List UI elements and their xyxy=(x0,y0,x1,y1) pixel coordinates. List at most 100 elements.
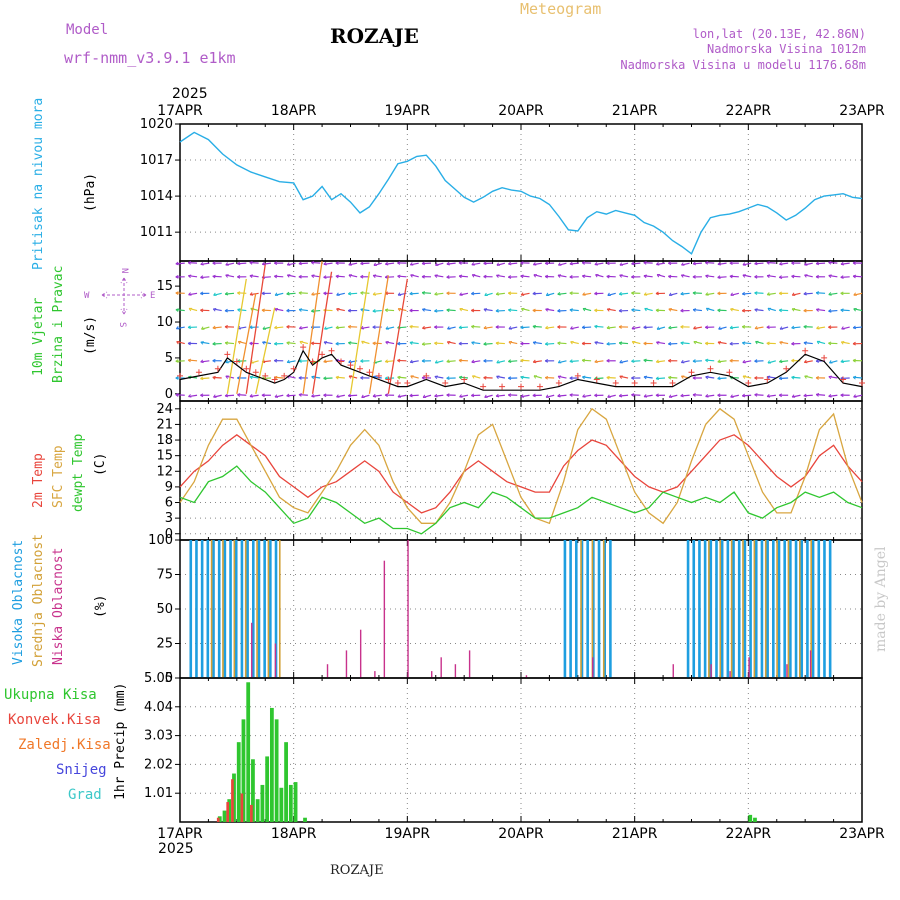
wind-arrow-head xyxy=(520,394,525,398)
wind-gust-marker xyxy=(356,365,363,372)
wind-arrow-head xyxy=(741,308,746,313)
wind-arrow xyxy=(298,393,308,396)
cloud-high-bar xyxy=(749,540,752,678)
wind-arrow-head xyxy=(545,292,550,296)
cloud-low-bar xyxy=(672,664,674,678)
wind-arrow xyxy=(705,376,715,379)
wind-arrow xyxy=(754,308,764,312)
wind-arrow xyxy=(705,394,715,398)
wind-arrow-head xyxy=(409,308,413,313)
temp-sfc-line xyxy=(179,407,863,525)
wind-arrow-head xyxy=(200,275,204,279)
wind-arrow-head xyxy=(495,393,500,398)
wind-arrow-head xyxy=(421,359,425,363)
precip-total-bar xyxy=(251,759,255,822)
date-axis-bottom: 17APR 18APR 19APR 20APR 21APR 22APR 23APR xyxy=(157,826,885,842)
wind-arrow xyxy=(249,376,259,379)
wind-arrow-head xyxy=(336,394,340,398)
cloud-high-bar xyxy=(269,540,272,678)
cloud-panel: 0 25 50 75 100 xyxy=(148,533,863,686)
wind-arrow-head xyxy=(766,292,771,296)
wind-arrow-head xyxy=(705,358,709,363)
wind-arrow xyxy=(828,309,838,312)
wind-arrow-head xyxy=(495,325,499,329)
wind-arrow-head xyxy=(508,326,512,330)
cloud-mid-bar xyxy=(764,540,767,678)
wind-gust-marker xyxy=(518,383,524,390)
wind-arrow-head xyxy=(643,325,647,330)
wind-arrow xyxy=(323,360,333,363)
wind-arrow-head xyxy=(704,325,709,330)
wind-arrow xyxy=(286,292,296,295)
date-tick-label: 23APR xyxy=(839,826,885,842)
wind-arrow-head xyxy=(397,292,402,296)
wind-gust-marker xyxy=(650,380,657,387)
wind-gust-marker xyxy=(783,365,790,372)
wind-arrow-head xyxy=(766,325,770,330)
cloud-low-bar xyxy=(274,643,277,678)
wind-arrow-head xyxy=(778,376,783,381)
wind-gust-marker xyxy=(224,351,231,358)
wind-arrow-head xyxy=(766,394,771,398)
wind-arrow-head xyxy=(261,308,265,313)
wind-arrow-head xyxy=(803,341,807,345)
wind-arrow xyxy=(840,262,850,265)
wind-arrow-head xyxy=(692,274,696,279)
cloud-low-bar xyxy=(407,540,409,678)
wind-arrow-head xyxy=(791,375,795,380)
wind-arrow xyxy=(729,275,739,278)
wind-arrow-head xyxy=(384,308,389,313)
wind-arrow xyxy=(274,376,284,379)
wind-arrow-head xyxy=(828,393,832,398)
cloud-low-bar xyxy=(786,664,788,678)
wind-arrow-head xyxy=(471,375,476,379)
wind-arrow xyxy=(717,262,727,266)
wind-arrow xyxy=(828,394,838,397)
wind-arrow-head xyxy=(668,274,672,279)
cloud-mid-bar xyxy=(708,540,710,678)
cloud-low-bar xyxy=(592,657,594,678)
precip-total-bar xyxy=(274,719,279,822)
wind-arrow-head xyxy=(643,261,647,265)
wind-arrow-head xyxy=(717,308,721,313)
wind-arrow-head xyxy=(446,291,450,296)
wind-arrow-head xyxy=(668,394,673,398)
wind-gust-marker xyxy=(499,383,506,390)
wind-arrow-head xyxy=(631,261,635,266)
wind-arrow-head xyxy=(347,393,352,398)
cloud-high-bar xyxy=(709,540,713,678)
compass-w: W xyxy=(84,291,90,301)
wind-arrow-head xyxy=(311,292,315,296)
wind-arrow-head xyxy=(434,360,439,364)
cloud-mid-bar xyxy=(810,540,812,678)
cloud-mid-bar xyxy=(730,540,733,678)
cloud-high-bar xyxy=(574,540,578,678)
wind-arrow-head xyxy=(803,308,807,313)
wind-arrow-head xyxy=(754,325,759,330)
wind-arrow-head xyxy=(348,375,353,379)
y-tick-label: 0 xyxy=(165,387,173,402)
wind-arrow-head xyxy=(618,308,623,313)
cloud-high-bar xyxy=(240,540,244,678)
wind-arrow xyxy=(237,308,247,312)
wind-gust-marker xyxy=(821,354,828,361)
wind-arrow xyxy=(779,276,789,279)
date-tick-label: 19APR xyxy=(385,826,431,842)
wind-gust-marker xyxy=(195,369,202,376)
wind-arrow xyxy=(717,276,727,279)
precip-total-bar xyxy=(269,707,274,822)
wind-arrow-head xyxy=(188,307,193,312)
wind-arrow xyxy=(286,342,296,345)
wind-arrow-head xyxy=(595,274,599,278)
wind-arrow xyxy=(816,393,826,396)
wind-arrow-head xyxy=(717,261,721,266)
wind-arrow-head xyxy=(397,274,401,279)
wind-arrow-head xyxy=(361,340,365,345)
wind-arrow-head xyxy=(274,274,278,279)
precip-total-bar xyxy=(748,814,753,822)
wind-arrow-head xyxy=(680,325,684,329)
wind-arrow xyxy=(225,394,235,397)
wind-arrow xyxy=(200,360,210,363)
wind-arrow-head xyxy=(495,291,500,296)
